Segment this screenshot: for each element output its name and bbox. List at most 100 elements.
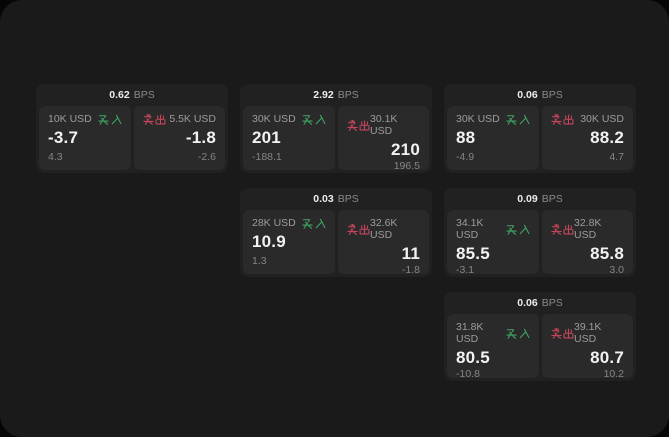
sell-delta: 4.7 bbox=[609, 151, 624, 163]
buy-delta: -3.1 bbox=[456, 264, 475, 276]
card-body: 31.8K USD 买入 80.5 -10.8 bbox=[447, 314, 633, 380]
sell-panel-top: 卖出 39.1K USD bbox=[550, 321, 625, 345]
quote-card[interactable]: 0.06 BPS 31.8K USD 买入 bbox=[444, 292, 636, 381]
sell-panel[interactable]: 卖出 39.1K USD 80.7 10.2 bbox=[541, 314, 633, 380]
sell-panel[interactable]: 卖出 30K USD 88.2 4.7 bbox=[541, 106, 633, 170]
buy-panel[interactable]: 28K USD 买入 10.9 1.3 bbox=[243, 210, 335, 274]
sell-label-icon: 卖出 bbox=[550, 223, 575, 235]
buy-panel-top: 34.1K USD 买入 bbox=[456, 217, 530, 241]
bps-unit-label: BPS bbox=[337, 89, 359, 101]
sell-amount: 32.6K USD bbox=[370, 217, 398, 241]
quote-card[interactable]: 0.09 BPS 34.1K USD 买入 bbox=[444, 188, 636, 277]
buy-panel-top: 30K USD 买入 bbox=[252, 113, 326, 125]
sell-price: -1.8 bbox=[185, 128, 216, 147]
buy-delta: -4.9 bbox=[456, 151, 475, 163]
sell-price: 85.8 bbox=[590, 244, 624, 263]
sell-panel[interactable]: 卖出 32.6K USD 11 -1.8 bbox=[337, 210, 429, 276]
buy-panel-top: 28K USD 买入 bbox=[252, 217, 326, 229]
sell-panel[interactable]: 卖出 5.5K USD -1.8 -2.6 bbox=[133, 106, 225, 170]
bps-value: 0.09 bbox=[517, 193, 538, 205]
buy-price: -3.7 bbox=[48, 128, 79, 147]
card-header: 0.06 BPS bbox=[447, 84, 633, 106]
sell-price: 210 bbox=[391, 140, 420, 159]
buy-panel[interactable]: 30K USD 买入 201 -188.1 bbox=[243, 106, 335, 170]
buy-amount: 28K USD bbox=[252, 217, 296, 229]
buy-delta: -188.1 bbox=[252, 151, 282, 163]
buy-delta: -10.8 bbox=[456, 368, 480, 380]
buy-panel[interactable]: 30K USD 买入 88 -4.9 bbox=[447, 106, 539, 170]
card-body: 34.1K USD 买入 85.5 -3.1 bbox=[447, 210, 633, 276]
buy-amount: 30K USD bbox=[456, 113, 500, 125]
card-header: 2.92 BPS bbox=[243, 84, 429, 106]
sell-amount: 39.1K USD bbox=[574, 321, 602, 345]
buy-delta: 1.3 bbox=[252, 255, 267, 267]
buy-label-icon: 买入 bbox=[302, 218, 326, 229]
bps-unit-label: BPS bbox=[337, 193, 359, 205]
buy-panel[interactable]: 10K USD 买入 -3.7 4.3 bbox=[39, 106, 131, 170]
bps-value: 2.92 bbox=[313, 89, 334, 101]
buy-price: 88 bbox=[456, 128, 476, 147]
sell-delta: 196.5 bbox=[393, 160, 420, 172]
sell-panel-top: 卖出 30.1K USD bbox=[346, 113, 421, 137]
buy-panel-top: 30K USD 买入 bbox=[456, 113, 530, 125]
buy-delta: 4.3 bbox=[48, 151, 63, 163]
bps-value: 0.62 bbox=[109, 89, 130, 101]
quote-card[interactable]: 0.62 BPS 10K USD 买入 bbox=[36, 84, 228, 173]
buy-amount: 34.1K USD bbox=[456, 217, 484, 241]
bps-value: 0.06 bbox=[517, 89, 538, 101]
sell-delta: -1.8 bbox=[401, 264, 420, 276]
buy-price: 201 bbox=[252, 128, 281, 147]
sell-panel-top: 卖出 32.6K USD bbox=[346, 217, 421, 241]
sell-label-icon: 卖出 bbox=[142, 113, 167, 125]
buy-price: 85.5 bbox=[456, 244, 490, 263]
card-body: 28K USD 买入 10.9 1.3 bbox=[243, 210, 429, 276]
sell-delta: 10.2 bbox=[603, 368, 624, 380]
buy-amount: 30K USD bbox=[252, 113, 296, 125]
buy-amount: 10K USD bbox=[48, 113, 92, 125]
card-body: 30K USD 买入 88 -4.9 bbox=[447, 106, 633, 170]
sell-amount: 5.5K USD bbox=[169, 113, 216, 125]
bps-value: 0.03 bbox=[313, 193, 334, 205]
sell-delta: 3.0 bbox=[609, 264, 624, 276]
sell-panel[interactable]: 卖出 32.8K USD 85.8 3.0 bbox=[541, 210, 633, 276]
buy-label-icon: 买入 bbox=[506, 114, 530, 125]
quote-card[interactable]: 0.06 BPS 30K USD 买入 bbox=[444, 84, 636, 173]
card-header: 0.09 BPS bbox=[447, 188, 633, 210]
sell-amount: 30K USD bbox=[580, 113, 624, 125]
bps-unit-label: BPS bbox=[541, 89, 563, 101]
buy-price: 80.5 bbox=[456, 348, 490, 367]
card-body: 10K USD 买入 -3.7 4.3 bbox=[39, 106, 225, 170]
buy-label-icon: 买入 bbox=[302, 114, 326, 125]
card-body: 30K USD 买入 201 -188.1 bbox=[243, 106, 429, 172]
buy-price: 10.9 bbox=[252, 232, 286, 251]
buy-label-icon: 买入 bbox=[98, 114, 122, 125]
sell-amount: 32.8K USD bbox=[574, 217, 602, 241]
sell-price: 80.7 bbox=[590, 348, 624, 367]
sell-label-icon: 卖出 bbox=[550, 327, 575, 339]
card-header: 0.03 BPS bbox=[243, 188, 429, 210]
sell-panel-top: 卖出 5.5K USD bbox=[142, 113, 216, 125]
buy-label-icon: 买入 bbox=[506, 328, 530, 339]
bps-unit-label: BPS bbox=[541, 193, 563, 205]
bps-value: 0.06 bbox=[517, 297, 538, 309]
bps-unit-label: BPS bbox=[133, 89, 155, 101]
sell-delta: -2.6 bbox=[197, 151, 216, 163]
bps-unit-label: BPS bbox=[541, 297, 563, 309]
card-header: 0.06 BPS bbox=[447, 292, 633, 314]
sell-amount: 30.1K USD bbox=[370, 113, 398, 137]
buy-panel[interactable]: 34.1K USD 买入 85.5 -3.1 bbox=[447, 210, 539, 276]
sell-price: 88.2 bbox=[590, 128, 624, 147]
sell-panel-top: 卖出 30K USD bbox=[550, 113, 624, 125]
quote-card[interactable]: 2.92 BPS 30K USD 买入 bbox=[240, 84, 432, 173]
buy-label-icon: 买入 bbox=[506, 224, 530, 235]
sell-price: 11 bbox=[401, 244, 420, 263]
quote-card[interactable]: 0.03 BPS 28K USD 买入 bbox=[240, 188, 432, 277]
sell-label-icon: 卖出 bbox=[346, 223, 371, 235]
sell-panel[interactable]: 卖出 30.1K USD 210 196.5 bbox=[337, 106, 429, 172]
buy-amount: 31.8K USD bbox=[456, 321, 484, 345]
buy-panel-top: 31.8K USD 买入 bbox=[456, 321, 530, 345]
sell-label-icon: 卖出 bbox=[346, 119, 371, 131]
buy-panel[interactable]: 31.8K USD 买入 80.5 -10.8 bbox=[447, 314, 539, 380]
